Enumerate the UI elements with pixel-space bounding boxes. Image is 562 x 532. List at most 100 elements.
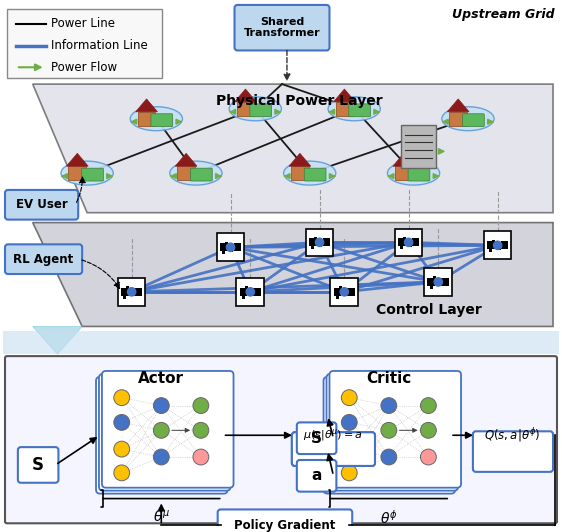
FancyBboxPatch shape	[349, 104, 370, 117]
FancyBboxPatch shape	[225, 242, 228, 245]
FancyBboxPatch shape	[311, 246, 314, 250]
FancyBboxPatch shape	[445, 282, 449, 286]
FancyBboxPatch shape	[492, 239, 495, 243]
FancyBboxPatch shape	[430, 286, 433, 289]
FancyBboxPatch shape	[505, 242, 509, 245]
FancyBboxPatch shape	[337, 292, 341, 296]
FancyBboxPatch shape	[96, 377, 228, 494]
FancyBboxPatch shape	[243, 292, 247, 296]
FancyBboxPatch shape	[99, 374, 230, 491]
FancyBboxPatch shape	[473, 431, 553, 472]
Polygon shape	[33, 222, 553, 327]
Circle shape	[381, 449, 397, 465]
Circle shape	[381, 398, 397, 413]
FancyBboxPatch shape	[217, 234, 244, 261]
FancyBboxPatch shape	[424, 268, 452, 296]
FancyBboxPatch shape	[330, 278, 358, 306]
FancyBboxPatch shape	[445, 278, 449, 282]
FancyBboxPatch shape	[415, 243, 419, 246]
Circle shape	[315, 238, 324, 246]
Text: S: S	[31, 456, 44, 474]
Ellipse shape	[284, 161, 336, 185]
FancyBboxPatch shape	[135, 289, 139, 292]
Circle shape	[341, 390, 357, 405]
Polygon shape	[234, 89, 256, 102]
FancyBboxPatch shape	[253, 288, 257, 292]
FancyBboxPatch shape	[398, 238, 402, 243]
Ellipse shape	[170, 161, 222, 185]
FancyBboxPatch shape	[432, 282, 435, 286]
FancyBboxPatch shape	[121, 292, 125, 296]
FancyBboxPatch shape	[502, 243, 505, 245]
Ellipse shape	[442, 107, 494, 131]
FancyBboxPatch shape	[238, 244, 241, 247]
FancyBboxPatch shape	[327, 243, 330, 246]
Circle shape	[114, 390, 130, 405]
Ellipse shape	[387, 161, 439, 185]
FancyBboxPatch shape	[135, 292, 139, 296]
FancyBboxPatch shape	[491, 242, 495, 245]
FancyBboxPatch shape	[237, 278, 264, 306]
FancyBboxPatch shape	[401, 124, 436, 168]
FancyBboxPatch shape	[18, 447, 58, 483]
Text: Power Line: Power Line	[51, 17, 115, 30]
FancyBboxPatch shape	[438, 283, 441, 286]
Polygon shape	[33, 327, 82, 354]
FancyBboxPatch shape	[336, 102, 353, 116]
FancyBboxPatch shape	[234, 244, 238, 247]
FancyBboxPatch shape	[333, 288, 337, 292]
Circle shape	[420, 449, 436, 465]
FancyBboxPatch shape	[497, 246, 501, 250]
FancyBboxPatch shape	[224, 244, 228, 247]
FancyBboxPatch shape	[344, 293, 347, 296]
FancyBboxPatch shape	[408, 168, 430, 181]
FancyBboxPatch shape	[314, 237, 317, 240]
Text: a: a	[311, 468, 322, 483]
FancyBboxPatch shape	[463, 114, 484, 127]
Text: Power Flow: Power Flow	[51, 61, 117, 74]
FancyBboxPatch shape	[432, 278, 435, 282]
Circle shape	[128, 288, 136, 296]
FancyBboxPatch shape	[489, 250, 492, 252]
FancyBboxPatch shape	[403, 237, 406, 240]
Circle shape	[153, 449, 169, 465]
FancyBboxPatch shape	[255, 289, 257, 292]
FancyBboxPatch shape	[123, 296, 126, 299]
FancyBboxPatch shape	[428, 278, 432, 282]
Polygon shape	[289, 153, 311, 166]
FancyBboxPatch shape	[239, 292, 243, 296]
FancyBboxPatch shape	[151, 114, 173, 127]
Text: $Q(s,a|\theta^{\phi})$: $Q(s,a|\theta^{\phi})$	[484, 426, 541, 445]
FancyBboxPatch shape	[491, 245, 495, 249]
Polygon shape	[135, 99, 157, 112]
FancyBboxPatch shape	[433, 276, 436, 279]
Text: Shared
Transformer: Shared Transformer	[244, 17, 320, 38]
FancyBboxPatch shape	[244, 286, 248, 289]
FancyBboxPatch shape	[121, 288, 125, 292]
FancyBboxPatch shape	[234, 5, 329, 51]
FancyBboxPatch shape	[234, 244, 238, 247]
Circle shape	[193, 398, 209, 413]
Circle shape	[193, 422, 209, 438]
FancyBboxPatch shape	[487, 245, 491, 249]
FancyBboxPatch shape	[501, 245, 505, 249]
FancyBboxPatch shape	[312, 238, 316, 243]
FancyBboxPatch shape	[312, 243, 316, 246]
Circle shape	[405, 238, 413, 246]
FancyBboxPatch shape	[242, 296, 245, 299]
FancyBboxPatch shape	[69, 166, 86, 180]
Text: S: S	[311, 431, 322, 446]
Circle shape	[341, 414, 357, 430]
FancyBboxPatch shape	[234, 247, 238, 251]
FancyBboxPatch shape	[402, 243, 406, 246]
FancyBboxPatch shape	[306, 229, 333, 256]
FancyBboxPatch shape	[398, 243, 402, 246]
FancyBboxPatch shape	[243, 288, 247, 292]
FancyBboxPatch shape	[351, 288, 355, 292]
FancyBboxPatch shape	[5, 190, 78, 220]
FancyBboxPatch shape	[5, 244, 82, 274]
Circle shape	[153, 398, 169, 413]
FancyBboxPatch shape	[191, 168, 212, 181]
FancyBboxPatch shape	[125, 288, 129, 292]
FancyBboxPatch shape	[441, 278, 445, 282]
